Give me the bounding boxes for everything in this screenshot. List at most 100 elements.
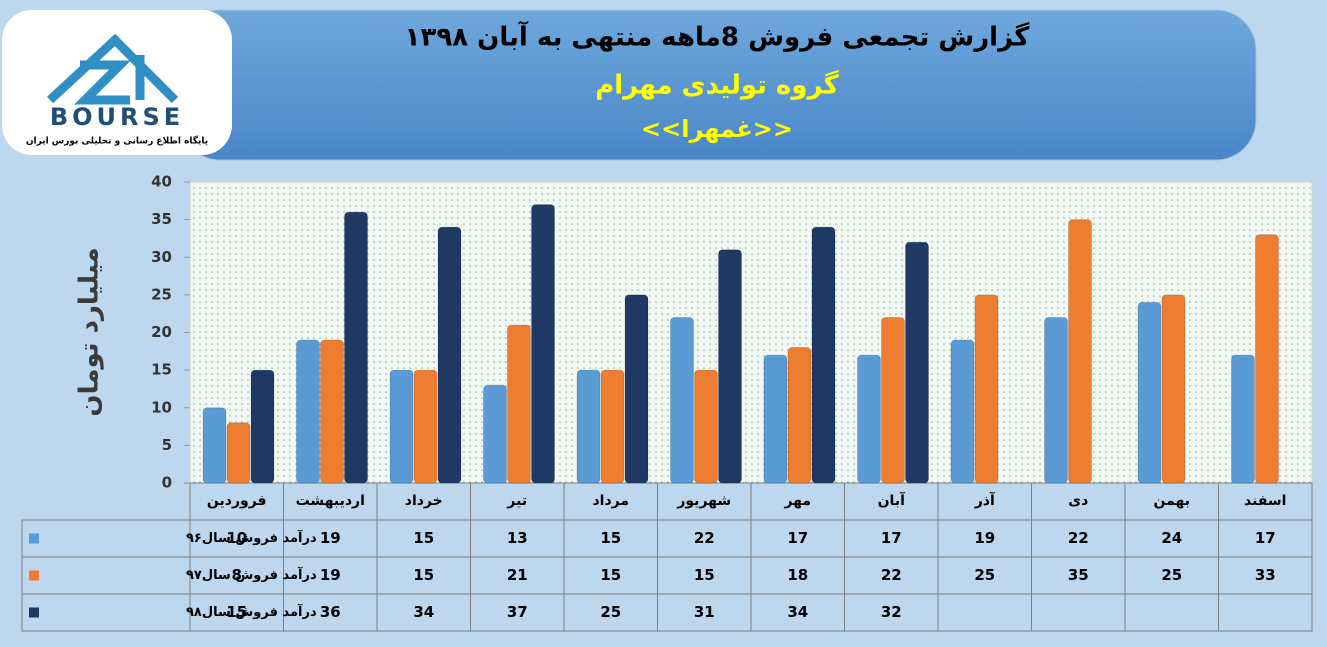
table-value: 37 xyxy=(507,603,528,621)
table-value: 15 xyxy=(413,566,434,584)
x-tick-label: خرداد xyxy=(405,493,443,509)
table-value: 13 xyxy=(507,529,528,547)
x-tick-label: دی xyxy=(1068,493,1088,509)
plot-area xyxy=(189,181,1313,484)
y-tick-label: 20 xyxy=(151,323,172,341)
y-tick-label: 10 xyxy=(151,398,172,416)
bar xyxy=(296,339,320,484)
table-value: 19 xyxy=(320,566,341,584)
table-value: 15 xyxy=(694,566,715,584)
table-value: 10 xyxy=(226,529,247,547)
table-value: 22 xyxy=(881,566,902,584)
table-value: 15 xyxy=(226,603,247,621)
table-value: 15 xyxy=(600,566,621,584)
legend-label: درآمد فروش سال۹۶ xyxy=(186,529,317,546)
table-value: 31 xyxy=(694,603,715,621)
bar xyxy=(507,324,531,484)
table-value: 33 xyxy=(1255,566,1276,584)
bar xyxy=(344,211,368,484)
x-tick-label: فروردین xyxy=(207,493,267,509)
bar xyxy=(226,422,251,484)
chart-subtitle: گروه تولیدی مهرام xyxy=(595,70,839,101)
bar xyxy=(694,369,718,484)
x-tick-label: آبان xyxy=(878,491,906,509)
table-value: 25 xyxy=(1161,566,1182,584)
x-tick-label: تیر xyxy=(506,493,527,509)
table-value: 15 xyxy=(600,529,621,547)
table-value: 25 xyxy=(974,566,995,584)
table-value: 19 xyxy=(320,529,341,547)
bar xyxy=(1068,219,1092,484)
x-tick-label: مهر xyxy=(783,493,811,509)
legend-swatch xyxy=(29,570,39,581)
bar xyxy=(389,369,414,484)
bar xyxy=(670,316,694,484)
table-value: 34 xyxy=(787,603,808,621)
table-value: 34 xyxy=(413,603,434,621)
table-value: 36 xyxy=(320,603,341,621)
legend-swatch xyxy=(29,607,39,618)
table-value: 35 xyxy=(1068,566,1089,584)
bar xyxy=(811,226,836,484)
y-axis-label: میلیارد تومان xyxy=(75,247,105,416)
bar xyxy=(1137,301,1162,484)
x-tick-label: آذر xyxy=(974,491,996,509)
bar xyxy=(531,204,555,484)
bar xyxy=(1255,234,1279,484)
x-tick-label: مرداد xyxy=(592,493,629,509)
table-value: 32 xyxy=(881,603,902,621)
logo-box xyxy=(2,10,232,155)
table-value: 19 xyxy=(974,529,995,547)
bar xyxy=(576,369,601,484)
bar xyxy=(600,369,625,484)
table-value: 17 xyxy=(1255,529,1276,547)
x-tick-label: اردیبهشت xyxy=(296,493,365,509)
table-value: 8 xyxy=(232,566,242,584)
y-tick-label: 5 xyxy=(162,436,172,454)
bar xyxy=(624,294,649,484)
bar xyxy=(857,354,881,484)
chart-symbol: <<غمهرا>> xyxy=(641,115,793,143)
logo-subtitle: پایگاه اطلاع رسانی و تحلیلی بورس ایران xyxy=(26,135,208,147)
bar xyxy=(483,384,507,484)
bar xyxy=(1161,294,1186,484)
legend-label: درآمد فروش سال۹۷ xyxy=(186,566,317,583)
x-tick-label: شهریور xyxy=(676,493,731,509)
bar xyxy=(787,347,812,484)
table-value: 22 xyxy=(694,529,715,547)
x-tick-label: اسفند xyxy=(1244,493,1286,509)
legend-swatch xyxy=(29,533,39,544)
x-tick-label: بهمن xyxy=(1154,493,1190,509)
logo-mark xyxy=(46,33,179,105)
y-tick-label: 25 xyxy=(151,285,172,303)
table-value: 22 xyxy=(1068,529,1089,547)
bar xyxy=(1044,316,1068,484)
legend-label: درآمد فروش سال۹۸ xyxy=(186,603,317,620)
bar xyxy=(437,226,462,484)
table-value: 17 xyxy=(787,529,808,547)
bar xyxy=(250,369,275,484)
bar xyxy=(950,339,975,484)
chart-title: گزارش تجمعی فروش 8ماهه منتهی به آبان ۱۳۹… xyxy=(405,21,1031,53)
bar xyxy=(202,407,227,484)
y-tick-label: 30 xyxy=(151,248,172,266)
bar xyxy=(718,249,742,484)
table-value: 15 xyxy=(413,529,434,547)
y-tick-label: 40 xyxy=(151,173,172,191)
y-tick-label: 15 xyxy=(151,361,172,379)
logo-text: BOURSE xyxy=(50,103,184,131)
table-value: 24 xyxy=(1161,529,1182,547)
bar xyxy=(905,241,929,484)
table-value: 25 xyxy=(600,603,621,621)
bar xyxy=(320,339,344,484)
bar xyxy=(881,316,905,484)
bar xyxy=(763,354,788,484)
bar xyxy=(974,294,999,484)
table-value: 18 xyxy=(787,566,808,584)
bar xyxy=(1231,354,1255,484)
bar xyxy=(413,369,438,484)
y-tick-label: 35 xyxy=(151,210,172,228)
table-value: 17 xyxy=(881,529,902,547)
